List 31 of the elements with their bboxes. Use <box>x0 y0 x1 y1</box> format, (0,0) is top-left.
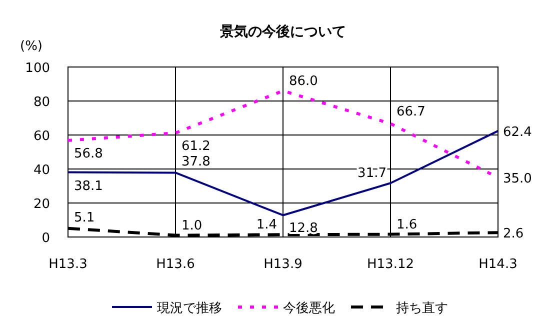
data-label: 66.7 <box>396 104 426 120</box>
legend-label: 現況で推移 <box>157 301 222 316</box>
data-label: 62.4 <box>503 124 532 140</box>
legend-label: 今後悪化 <box>283 301 335 316</box>
y-tick-label: 40 <box>33 163 50 178</box>
data-label: 38.1 <box>74 179 103 194</box>
x-tick-label: H13.3 <box>48 257 88 272</box>
x-tick-label: H13.9 <box>264 257 302 272</box>
data-label: 31.7 <box>358 166 386 182</box>
y-tick-label: 0 <box>42 231 50 246</box>
legend-label: 持ち直す <box>396 301 448 316</box>
chart-title: 景気の今後について <box>219 24 346 40</box>
x-tick-label: H14.3 <box>478 257 518 272</box>
data-label: 1.6 <box>396 217 418 232</box>
y-axis-title: (%) <box>20 39 42 54</box>
data-label: 86.0 <box>289 74 318 89</box>
x-tick-label: H13.6 <box>156 257 195 272</box>
data-label: 1.4 <box>256 218 277 233</box>
y-tick-label: 60 <box>33 129 50 144</box>
data-label: 1.0 <box>182 218 202 234</box>
data-label: 37.8 <box>182 154 210 170</box>
data-label: 61.2 <box>182 138 210 154</box>
x-tick-label: H13.12 <box>367 257 414 272</box>
data-label: 12.8 <box>289 221 318 236</box>
data-label: 35.0 <box>503 172 532 186</box>
y-tick-label: 80 <box>33 95 50 110</box>
y-tick-label: 20 <box>33 197 50 212</box>
data-label: 5.1 <box>74 210 95 226</box>
y-tick-label: 100 <box>25 61 50 76</box>
data-label: 2.6 <box>503 226 524 242</box>
data-label: 56.8 <box>74 146 103 162</box>
